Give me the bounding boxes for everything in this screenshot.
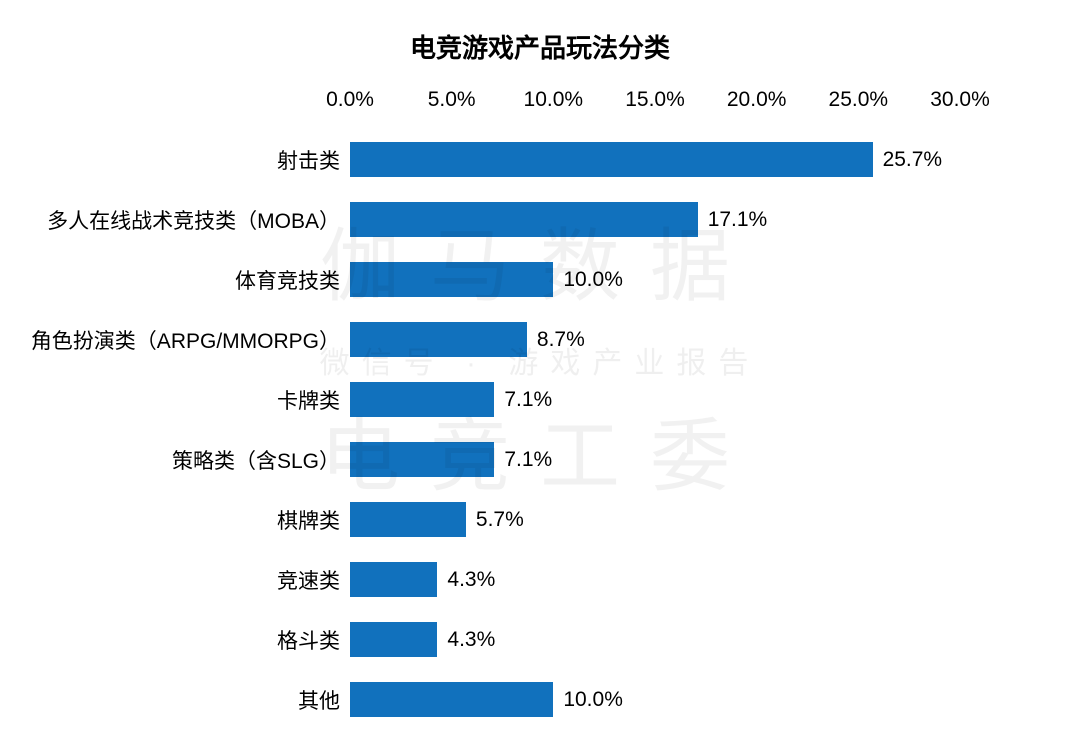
value-label: 17.1% xyxy=(698,208,768,232)
bar: 7.1% xyxy=(350,442,494,477)
category-label: 棋牌类 xyxy=(277,505,350,535)
x-tick-label: 20.0% xyxy=(727,88,787,112)
category-label: 射击类 xyxy=(277,145,350,175)
bar-row: 棋牌类5.7% xyxy=(350,502,960,537)
category-label: 多人在线战术竞技类（MOBA） xyxy=(47,205,350,235)
bar: 10.0% xyxy=(350,262,553,297)
x-tick-label: 10.0% xyxy=(524,88,584,112)
chart-title: 电竞游戏产品玩法分类 xyxy=(0,28,1080,65)
x-tick-label: 15.0% xyxy=(625,88,685,112)
value-label: 10.0% xyxy=(553,268,623,292)
bar: 8.7% xyxy=(350,322,527,357)
bar-row: 卡牌类7.1% xyxy=(350,382,960,417)
bar-row: 格斗类4.3% xyxy=(350,622,960,657)
bar: 5.7% xyxy=(350,502,466,537)
bar: 4.3% xyxy=(350,622,437,657)
x-tick-label: 25.0% xyxy=(829,88,889,112)
category-label: 策略类（含SLG） xyxy=(172,445,350,475)
x-tick-label: 30.0% xyxy=(930,88,990,112)
value-label: 4.3% xyxy=(437,628,495,652)
category-label: 竞速类 xyxy=(277,565,350,595)
category-label: 角色扮演类（ARPG/MMORPG） xyxy=(31,325,350,355)
value-label: 10.0% xyxy=(553,688,623,712)
category-label: 卡牌类 xyxy=(277,385,350,415)
value-label: 4.3% xyxy=(437,568,495,592)
value-label: 5.7% xyxy=(466,508,524,532)
category-label: 其他 xyxy=(298,685,350,715)
value-label: 7.1% xyxy=(494,388,552,412)
bar: 7.1% xyxy=(350,382,494,417)
value-label: 7.1% xyxy=(494,448,552,472)
bar: 10.0% xyxy=(350,682,553,717)
bar-row: 竞速类4.3% xyxy=(350,562,960,597)
category-label: 体育竞技类 xyxy=(235,265,350,295)
value-label: 25.7% xyxy=(873,148,943,172)
x-tick-label: 0.0% xyxy=(326,88,374,112)
bar-row: 多人在线战术竞技类（MOBA）17.1% xyxy=(350,202,960,237)
bar-row: 其他10.0% xyxy=(350,682,960,717)
plot-area: 射击类25.7% 多人在线战术竞技类（MOBA）17.1% 体育竞技类10.0% 角色… xyxy=(350,130,960,725)
bar: 4.3% xyxy=(350,562,437,597)
value-label: 8.7% xyxy=(527,328,585,352)
x-tick-label: 5.0% xyxy=(428,88,476,112)
bar: 25.7% xyxy=(350,142,873,177)
bar-row: 射击类25.7% xyxy=(350,142,960,177)
bar-row: 策略类（含SLG）7.1% xyxy=(350,442,960,477)
bar-row: 角色扮演类（ARPG/MMORPG）8.7% xyxy=(350,322,960,357)
bar: 17.1% xyxy=(350,202,698,237)
bar-row: 体育竞技类10.0% xyxy=(350,262,960,297)
category-label: 格斗类 xyxy=(277,625,350,655)
